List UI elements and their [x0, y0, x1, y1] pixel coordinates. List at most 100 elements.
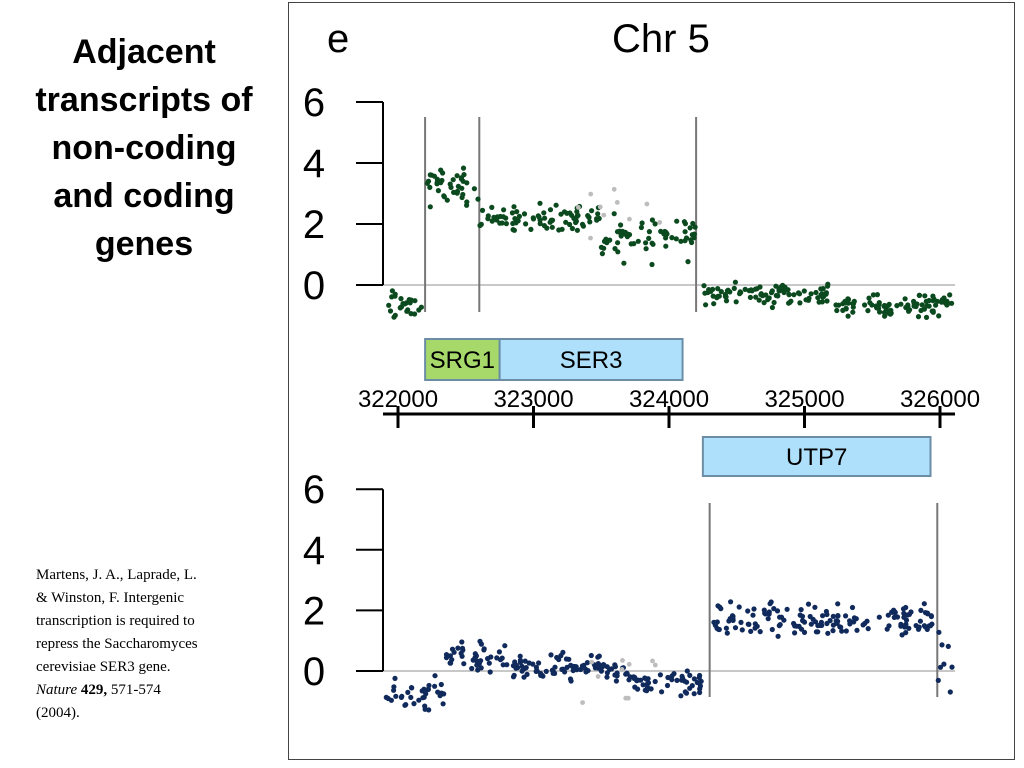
top-data-point	[416, 307, 422, 313]
bottom-data-point	[781, 617, 787, 623]
bottom-masked-point	[623, 695, 629, 701]
top-data-point	[477, 222, 483, 229]
top-data-point	[747, 294, 754, 300]
top-masked-point	[588, 191, 594, 197]
top-data-point	[427, 204, 433, 210]
bottom-data-point	[644, 684, 651, 690]
bottom-data-point	[936, 629, 942, 635]
bottom-data-point	[588, 652, 594, 659]
bottom-data-point	[474, 662, 480, 668]
bottom-data-point	[750, 612, 756, 618]
bottom-masked-point	[595, 674, 601, 679]
bottom-masked-point	[619, 667, 625, 672]
top-data-point	[638, 224, 645, 231]
bottom-data-point	[917, 618, 924, 624]
top-data-point	[435, 188, 441, 194]
top-data-point	[690, 220, 696, 227]
top-data-point	[549, 224, 555, 230]
top-data-point	[870, 292, 877, 298]
bottom-data-point	[426, 682, 432, 689]
top-data-point	[769, 304, 776, 311]
top-data-point	[703, 302, 709, 308]
citation-line: cerevisiae SER3 gene.	[36, 659, 171, 675]
top-masked-point	[627, 216, 632, 222]
top-data-point	[850, 309, 856, 315]
x-tick-label: 326000	[900, 386, 980, 413]
top-masked-point	[597, 204, 603, 210]
bottom-data-point	[536, 660, 542, 666]
top-data-point	[392, 312, 398, 318]
bottom-data-point	[441, 691, 447, 697]
top-data-point	[618, 222, 624, 228]
bottom-data-point	[751, 606, 757, 612]
top-data-point	[781, 289, 787, 296]
top-data-point	[866, 295, 872, 301]
top-data-point	[825, 283, 831, 289]
top-data-point	[434, 176, 440, 182]
top-data-point	[603, 236, 609, 242]
top-data-point	[791, 292, 797, 298]
bottom-data-point	[607, 666, 613, 673]
top-data-point	[617, 228, 623, 234]
top-data-point	[758, 291, 764, 297]
top-data-point	[788, 298, 794, 304]
heading-line: genes	[94, 225, 194, 263]
bottom-data-point	[459, 653, 465, 659]
bottom-data-point	[752, 625, 758, 631]
top-data-point	[933, 302, 939, 308]
bottom-data-point	[461, 661, 467, 667]
top-y-tick-label: 2	[303, 203, 325, 247]
bottom-data-point	[839, 628, 845, 634]
top-data-point	[512, 216, 518, 222]
top-data-point	[537, 200, 543, 206]
chart-title: Chr 5	[612, 17, 710, 61]
top-data-point	[840, 307, 846, 313]
top-data-point	[936, 313, 942, 319]
top-data-point	[731, 285, 737, 291]
citation-line: & Winston, F. Intergenic	[36, 590, 185, 606]
top-data-point	[682, 229, 688, 235]
top-data-point	[455, 183, 461, 189]
bottom-data-point	[937, 664, 944, 670]
top-data-point	[708, 288, 714, 294]
bottom-data-point	[715, 626, 722, 632]
top-data-point	[497, 220, 503, 226]
bottom-data-point	[797, 612, 803, 618]
bottom-data-point	[665, 674, 671, 681]
bottom-data-point	[765, 616, 771, 622]
bottom-data-point	[438, 681, 444, 688]
top-data-point	[542, 215, 548, 221]
top-data-point	[461, 172, 467, 178]
top-data-point	[643, 246, 649, 252]
bottom-data-point	[939, 642, 945, 648]
top-data-point	[691, 231, 697, 237]
bottom-data-point	[698, 678, 704, 684]
bottom-data-point	[402, 702, 408, 708]
bottom-data-point	[684, 679, 690, 685]
citation-line: Martens, J. A., Laprade, L.	[36, 567, 197, 583]
top-data-point	[485, 213, 491, 219]
bottom-data-point	[478, 665, 484, 671]
top-data-point	[553, 202, 559, 208]
bottom-data-point	[827, 618, 833, 624]
bottom-data-point	[728, 599, 734, 605]
top-data-point	[628, 241, 634, 247]
bottom-y-tick-label: 4	[303, 529, 325, 573]
top-data-point	[702, 290, 708, 296]
bottom-data-point	[921, 601, 927, 607]
panel-label: e	[327, 17, 349, 61]
bottom-data-point	[388, 697, 394, 703]
top-data-point	[669, 235, 675, 241]
top-data-point	[873, 303, 879, 309]
top-data-point	[563, 219, 569, 225]
bottom-data-point	[595, 661, 601, 667]
bottom-data-point	[745, 608, 751, 614]
top-y-tick-label: 6	[303, 81, 325, 125]
top-data-point	[574, 227, 581, 233]
bottom-data-point	[830, 613, 836, 620]
top-data-point	[929, 308, 935, 314]
top-data-point	[757, 284, 763, 290]
top-data-point	[947, 292, 953, 298]
bottom-data-point	[885, 612, 891, 618]
bottom-data-point	[679, 673, 685, 679]
